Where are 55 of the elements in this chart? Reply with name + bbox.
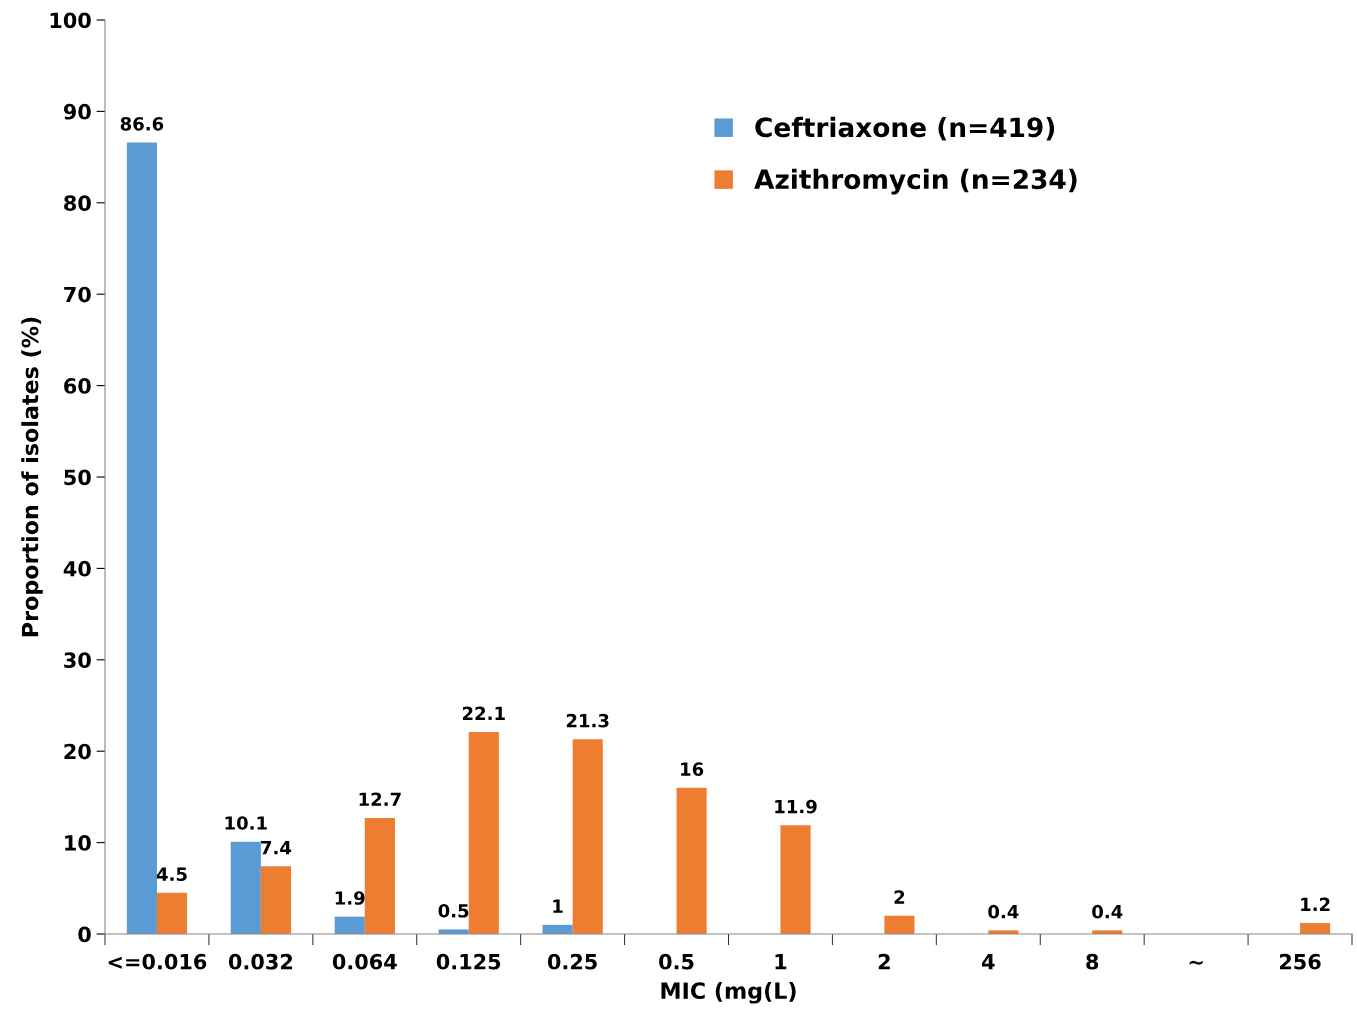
- data-label: 1: [553, 899, 563, 913]
- data-label: 7.4: [261, 841, 292, 855]
- bar: [156, 892, 188, 934]
- x-tick-label: 0.5: [659, 953, 694, 970]
- data-label: 21.3: [566, 713, 609, 728]
- x-tick-label: 0.125: [436, 953, 501, 970]
- y-tick-label: 90: [63, 103, 91, 120]
- x-tick-label: <=0.016: [108, 953, 207, 970]
- data-label: 2: [894, 890, 905, 904]
- bar: [542, 924, 573, 934]
- data-label: 1.2: [1301, 897, 1330, 911]
- y-tick-label: 80: [64, 195, 91, 212]
- bar: [364, 817, 395, 934]
- data-label: 16: [681, 762, 704, 776]
- x-tick-label: 0.032: [228, 953, 293, 970]
- data-label: 11.9: [775, 799, 817, 814]
- y-tick-label: 70: [64, 286, 91, 303]
- x-tick-label: 8: [1086, 953, 1099, 970]
- x-tick-label: ~: [1189, 960, 1203, 965]
- y-tick-label: 40: [63, 560, 91, 577]
- data-label: 0.5: [438, 903, 469, 918]
- data-label: 0.4: [988, 904, 1019, 919]
- y-tick-label: 10: [65, 835, 91, 851]
- y-tick-label: 20: [64, 743, 91, 760]
- y-tick-label: 0: [78, 926, 91, 943]
- y-tick-label: 60: [64, 378, 91, 394]
- bar: [780, 825, 811, 934]
- y-axis-title: Proportion of isolates (%): [21, 317, 43, 637]
- y-tick-label: 30: [64, 652, 91, 669]
- data-label: 86.6: [120, 116, 164, 131]
- legend-label: Azithromycin (n=234): [754, 168, 1077, 195]
- bar: [260, 866, 292, 934]
- bar: [334, 916, 365, 934]
- bar: [572, 739, 603, 934]
- x-tick-label: 4: [981, 954, 995, 970]
- legend-label: Ceftriaxone (n=419): [755, 116, 1055, 141]
- x-tick-label: 0.064: [332, 953, 397, 970]
- x-tick-label: 256: [1279, 953, 1321, 970]
- bar: [126, 142, 157, 934]
- y-tick-label: 50: [64, 469, 91, 486]
- y-tick-label: 100: [50, 12, 91, 29]
- bar: [676, 787, 707, 934]
- bar: [468, 732, 499, 934]
- data-label: 12.7: [359, 792, 401, 806]
- x-tick-label: 1: [775, 954, 787, 970]
- bar: [1300, 923, 1331, 934]
- data-label: 10.1: [225, 816, 267, 830]
- x-tick-label: 0.25: [547, 953, 597, 970]
- x-tick-label: 2: [878, 953, 890, 970]
- data-label: 1.9: [335, 891, 365, 905]
- bar: [884, 915, 915, 934]
- data-label: 0.4: [1092, 904, 1123, 919]
- data-label: 22.1: [462, 706, 505, 720]
- bar: [230, 841, 261, 934]
- x-axis-title: MIC (mg(L): [661, 981, 796, 1004]
